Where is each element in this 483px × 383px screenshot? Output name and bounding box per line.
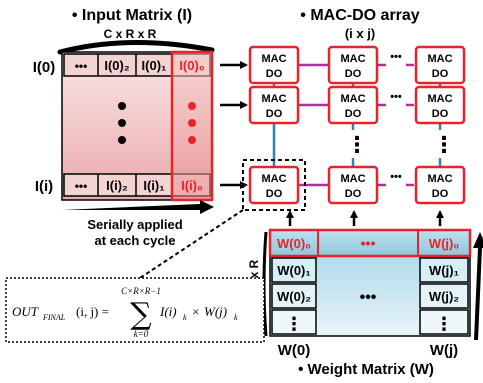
weight-cell-left-1: W(0)₁ <box>277 263 311 278</box>
serial-caption-line1: Serially applied <box>87 217 182 232</box>
formula-body-sub: k <box>183 313 187 322</box>
serial-caption-line2: at each cycle <box>95 233 176 248</box>
svg-text:MAC: MAC <box>427 173 452 185</box>
input-matrix-red-dots <box>188 102 196 144</box>
mac-cell: MAC DO <box>327 165 379 205</box>
input-row-label-bottom: I(i) <box>35 178 53 195</box>
weight-to-array-arrows <box>286 210 444 226</box>
weight-center-dots: ••• <box>360 289 377 306</box>
svg-text:MAC: MAC <box>261 53 286 65</box>
svg-text:DO: DO <box>345 108 362 120</box>
mac-dots-h: ••• <box>390 171 402 183</box>
weight-cell-top-dots: ••• <box>361 235 376 251</box>
svg-text:MAC: MAC <box>261 93 286 105</box>
mac-dots-h: ••• <box>390 91 402 103</box>
mac-horizontal-links <box>298 63 414 187</box>
formula-lhs-sub: FINAL <box>42 313 66 322</box>
mac-cell: MAC DO <box>327 85 379 125</box>
svg-text:MAC: MAC <box>427 93 452 105</box>
selected-mac-highlight <box>242 159 306 211</box>
weight-cell-top-right: W(j)₀ <box>429 236 460 251</box>
svg-text:MAC: MAC <box>340 53 365 65</box>
mac-array-dims: (i x j) <box>345 26 375 41</box>
weight-cell-left-2: W(0)₂ <box>277 289 311 304</box>
formula-sum-upper: C×R×R−1 <box>121 286 161 296</box>
input-to-array-arrows <box>220 61 248 189</box>
input-matrix-bracket <box>57 39 215 55</box>
svg-text:DO: DO <box>432 108 449 120</box>
input-matrix-dims: C x R x R <box>104 27 157 41</box>
input-cell-bottom-2: I(i)₂ <box>106 178 128 193</box>
svg-text:DO: DO <box>266 108 283 120</box>
input-cell-top-0: I(0)₀ <box>179 58 205 73</box>
svg-text:DO: DO <box>432 68 449 80</box>
weight-bottom-left: W(0) <box>278 342 311 359</box>
weight-cell-left-dots: ⋮ <box>285 314 303 335</box>
input-cell-bottom-1: I(i)₁ <box>143 178 164 193</box>
svg-text:MAC: MAC <box>340 93 365 105</box>
formula-sum-lower: k=0 <box>134 329 149 339</box>
input-row-label-top: I(0) <box>33 59 56 76</box>
weight-bottom-right: W(j) <box>430 342 458 359</box>
weight-cell-right-2: W(j)₂ <box>429 289 460 304</box>
formula-body: I(i) <box>159 304 177 319</box>
serial-arrow <box>62 200 214 214</box>
input-cell-bottom-dots: ••• <box>75 179 88 193</box>
formula-sum-symbol: ∑ <box>130 297 152 332</box>
mac-cell: MAC DO <box>248 45 300 85</box>
formula-box: OUT FINAL (i, j) = C×R×R−1 ∑ k=0 I(i) k … <box>5 277 265 343</box>
weight-cell-right-dots: ⋮ <box>435 314 453 335</box>
weight-serial-arrow <box>473 232 483 340</box>
weight-cell-top-left: W(0)₀ <box>277 236 311 251</box>
weight-matrix: W(0)₀ ••• W(j)₀ W(0)₁ W(0)₂ ⋮ W(j)₁ W(j)… <box>247 228 483 378</box>
input-matrix-title: • Input Matrix (I) <box>72 7 192 24</box>
mac-array-title: • MAC-DO array <box>300 7 420 24</box>
mac-cell: MAC DO <box>248 165 300 205</box>
svg-text:MAC: MAC <box>427 53 452 65</box>
mac-cell: MAC DO <box>414 165 466 205</box>
mac-dots-v: ⋮ <box>433 133 455 158</box>
input-cell-top-dots: ••• <box>75 59 88 73</box>
svg-text:DO: DO <box>345 68 362 80</box>
input-cell-top-1: I(0)₁ <box>142 58 167 73</box>
formula-body2: W(j) <box>204 304 227 319</box>
formula-times: × <box>192 304 199 319</box>
formula-body2-sub: k <box>234 313 238 322</box>
weight-matrix-active-row <box>268 228 472 258</box>
input-matrix: • Input Matrix (I) C x R x R ••• I(0)₂ I… <box>33 7 215 248</box>
input-matrix-vertical-dots <box>118 102 126 144</box>
input-cell-top-2: I(0)₂ <box>104 58 130 73</box>
mac-cell: MAC DO <box>414 85 466 125</box>
mac-cell: MAC DO <box>327 45 379 85</box>
mac-dots-h: ••• <box>390 51 402 63</box>
formula-lhs: OUT <box>12 304 39 319</box>
mac-dots-v: ⋮ <box>346 133 368 158</box>
mac-array: • MAC-DO array (i x j) <box>242 7 466 211</box>
svg-text:DO: DO <box>432 188 449 200</box>
svg-text:MAC: MAC <box>261 173 286 185</box>
weight-matrix-title: • Weight Matrix (W) <box>298 361 434 378</box>
svg-text:DO: DO <box>266 188 283 200</box>
formula-lhs-args: (i, j) = <box>76 304 109 319</box>
svg-text:MAC: MAC <box>340 173 365 185</box>
mac-cell: MAC DO <box>248 85 300 125</box>
mac-cell: MAC DO <box>414 45 466 85</box>
input-cell-bottom-0: I(i)₀ <box>181 178 203 193</box>
svg-text:DO: DO <box>266 68 283 80</box>
weight-cell-right-1: W(j)₁ <box>429 263 459 278</box>
svg-text:DO: DO <box>345 188 362 200</box>
